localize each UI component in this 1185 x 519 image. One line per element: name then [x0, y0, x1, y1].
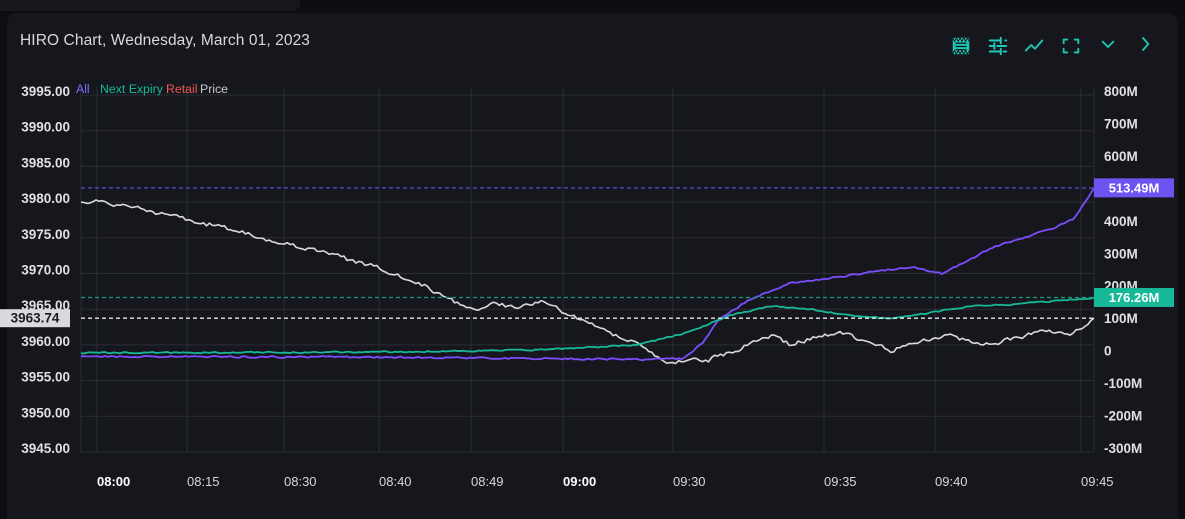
svg-text:3995.00: 3995.00	[21, 84, 70, 99]
svg-text:09:35: 09:35	[824, 474, 857, 489]
svg-text:08:00: 08:00	[97, 474, 130, 489]
svg-text:08:40: 08:40	[379, 474, 412, 489]
svg-text:-300M: -300M	[1104, 441, 1142, 456]
svg-text:513.49M: 513.49M	[1109, 180, 1160, 195]
svg-text:08:49: 08:49	[471, 474, 504, 489]
svg-text:3960.00: 3960.00	[21, 334, 70, 349]
svg-text:08:30: 08:30	[284, 474, 317, 489]
svg-text:-200M: -200M	[1104, 409, 1142, 424]
svg-text:3990.00: 3990.00	[21, 120, 70, 135]
svg-text:0: 0	[1104, 344, 1112, 359]
svg-text:Price: Price	[200, 82, 228, 96]
svg-text:Next Expiry: Next Expiry	[100, 82, 164, 96]
svg-text:3955.00: 3955.00	[21, 370, 70, 385]
svg-text:-100M: -100M	[1104, 376, 1142, 391]
svg-text:800M: 800M	[1104, 84, 1138, 99]
svg-text:700M: 700M	[1104, 116, 1138, 131]
svg-text:09:00: 09:00	[563, 474, 596, 489]
svg-text:09:40: 09:40	[935, 474, 968, 489]
svg-text:400M: 400M	[1104, 214, 1138, 229]
svg-text:3980.00: 3980.00	[21, 191, 70, 206]
svg-text:08:15: 08:15	[187, 474, 220, 489]
svg-text:600M: 600M	[1104, 149, 1138, 164]
svg-text:100M: 100M	[1104, 311, 1138, 326]
svg-text:3975.00: 3975.00	[21, 227, 70, 242]
svg-text:3985.00: 3985.00	[21, 155, 70, 170]
svg-text:3945.00: 3945.00	[21, 441, 70, 456]
svg-text:3970.00: 3970.00	[21, 263, 70, 278]
svg-text:Retail: Retail	[166, 82, 197, 96]
svg-text:09:45: 09:45	[1081, 474, 1114, 489]
svg-text:176.26M: 176.26M	[1109, 290, 1160, 305]
svg-text:09:30: 09:30	[673, 474, 706, 489]
svg-text:3963.74: 3963.74	[11, 311, 60, 326]
svg-text:3950.00: 3950.00	[21, 405, 70, 420]
svg-text:300M: 300M	[1104, 246, 1138, 261]
svg-text:All: All	[76, 82, 90, 96]
